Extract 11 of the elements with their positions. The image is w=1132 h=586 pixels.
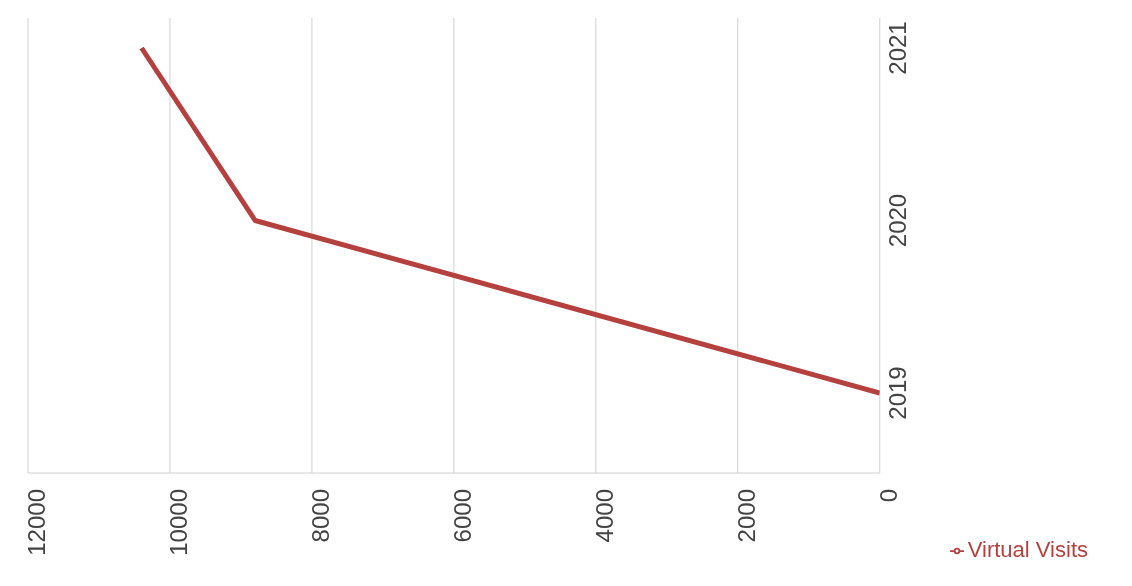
legend-label: Virtual Visits xyxy=(967,537,1088,562)
x-tick-label: 6000 xyxy=(448,489,476,543)
y-tick-label: 2021 xyxy=(884,21,912,75)
x-tick-label: 8000 xyxy=(306,489,334,543)
x-tick-label: 10000 xyxy=(165,489,192,556)
y-tick-label: 2020 xyxy=(884,193,912,248)
y-tick-label: 2019 xyxy=(884,366,912,420)
x-tick-label: 12000 xyxy=(23,489,51,556)
x-tick-label: 4000 xyxy=(590,489,618,543)
x-tick-label: 0 xyxy=(874,489,902,503)
x-tick-label: 2000 xyxy=(732,489,760,543)
